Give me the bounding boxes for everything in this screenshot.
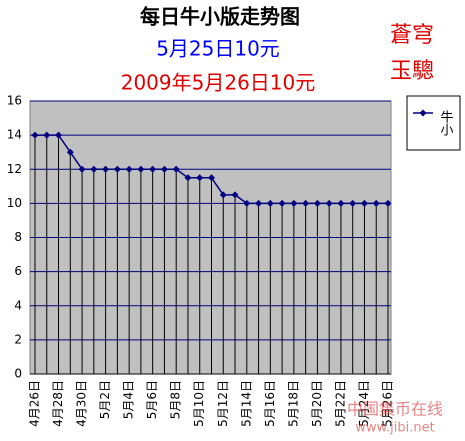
watermark: 中国集币在线: [347, 400, 443, 419]
point: [337, 199, 345, 207]
legend-label: 牛小: [438, 110, 454, 137]
point: [290, 199, 298, 207]
x-tick-label: 4月30日: [75, 380, 89, 427]
x-tick-label: 5月10日: [192, 380, 206, 427]
x-tick-label: 5月4日: [122, 380, 136, 419]
point: [219, 191, 227, 199]
point: [302, 199, 310, 207]
y-tick-label: 6: [14, 264, 22, 278]
point: [102, 165, 110, 173]
y-tick-label: 4: [14, 298, 22, 312]
x-tick-label: 5月18日: [286, 380, 300, 427]
y-tick-label: 12: [7, 162, 22, 176]
y-tick-label: 0: [14, 367, 22, 381]
y-tick-label: 2: [14, 332, 22, 346]
legend: [406, 95, 461, 151]
point: [313, 199, 321, 207]
point: [255, 199, 263, 207]
point: [372, 199, 380, 207]
point: [43, 131, 51, 139]
subtitle: 5月25日10元: [156, 37, 280, 61]
point: [196, 174, 204, 182]
point: [90, 165, 98, 173]
y-tick-label: 16: [7, 94, 22, 108]
x-tick-label: 4月28日: [51, 380, 65, 427]
x-tick-label: 4月26日: [28, 380, 42, 427]
y-tick-label: 8: [14, 230, 22, 244]
annotation: 玉驄: [390, 59, 434, 84]
x-tick-label: 5月8日: [169, 380, 183, 419]
watermark: www.jibi.net: [355, 421, 434, 436]
y-tick-label: 10: [7, 196, 22, 210]
x-tick-label: 5月6日: [145, 380, 159, 419]
point: [172, 165, 180, 173]
point: [137, 165, 145, 173]
annotation: 蒼穹: [390, 23, 434, 48]
point: [184, 174, 192, 182]
point: [160, 165, 168, 173]
point: [31, 131, 39, 139]
x-tick-label: 5月16日: [263, 380, 277, 427]
point: [243, 199, 251, 207]
point: [384, 199, 392, 207]
point: [266, 199, 274, 207]
point: [66, 148, 74, 156]
point: [149, 165, 157, 173]
x-tick-label: 5月12日: [216, 380, 230, 427]
point: [349, 199, 357, 207]
point: [78, 165, 86, 173]
y-tick-label: 14: [7, 128, 22, 142]
point: [325, 199, 333, 207]
x-tick-label: 5月20日: [310, 380, 324, 427]
x-tick-label: 5月2日: [98, 380, 112, 419]
point: [55, 131, 63, 139]
x-tick-label: 5月22日: [333, 380, 347, 427]
point: [231, 191, 239, 199]
point: [113, 165, 121, 173]
x-tick-label: 5月26日: [381, 380, 395, 427]
subtitle: 2009年5月26日10元: [121, 71, 316, 95]
x-tick-label: 5月24日: [357, 380, 371, 427]
point: [208, 174, 215, 182]
point: [125, 165, 133, 173]
point: [278, 199, 286, 207]
legend-marker: [419, 109, 427, 117]
x-tick-label: 5月14日: [239, 380, 253, 427]
point: [360, 199, 368, 207]
chart-title: 每日牛小版走势图: [140, 5, 300, 29]
